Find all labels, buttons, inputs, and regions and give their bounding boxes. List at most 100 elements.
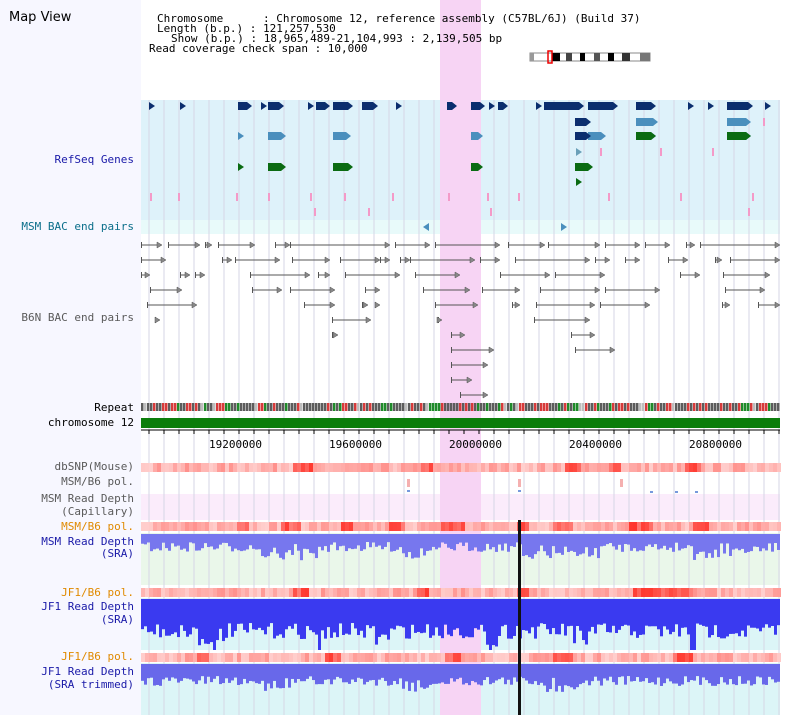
read-depth-bar [201, 534, 204, 549]
msm-read-depth-sra-label[interactable]: MSM Read Depth [41, 535, 134, 548]
refseq-genes-label[interactable]: RefSeq Genes [54, 153, 134, 166]
heat-cell [705, 588, 709, 597]
read-depth-bar [462, 664, 465, 685]
jf1-b6-pol-label-2[interactable]: JF1/B6 pol. [61, 650, 134, 663]
msm-b6-pol-label-1[interactable]: MSM/B6 pol. [61, 475, 134, 488]
bac-pair-arrow [249, 241, 256, 249]
refseq-gene [333, 102, 353, 110]
read-depth-bar [237, 534, 240, 551]
heat-cell [593, 522, 597, 531]
read-depth-bar [258, 599, 261, 628]
read-depth-bar [381, 534, 384, 550]
read-depth-bar [552, 664, 555, 678]
repeat-element [276, 403, 279, 411]
heat-cell [389, 653, 393, 662]
heat-cell [569, 522, 573, 531]
heat-cell [329, 588, 333, 597]
dbsnp-label[interactable]: dbSNP(Mouse) [54, 460, 134, 473]
repeat-element [651, 403, 654, 411]
read-depth-bar [360, 599, 363, 631]
heat-cell [665, 463, 669, 472]
read-depth-bar [153, 534, 156, 550]
heat-cell [581, 522, 585, 531]
heat-cell [425, 653, 429, 662]
repeat-label[interactable]: Repeat [94, 401, 134, 414]
read-depth-bar [771, 534, 774, 552]
msm-b6-pol-label-2[interactable]: MSM/B6 pol. [61, 520, 134, 533]
repeat-element [717, 403, 720, 411]
heat-cell [761, 522, 765, 531]
read-depth-bar [240, 664, 243, 685]
refseq-gene [333, 132, 351, 140]
read-depth-bar [261, 664, 264, 681]
read-depth-bar [294, 664, 297, 683]
read-depth-bar [768, 664, 771, 677]
heat-cell [549, 588, 553, 597]
bac-pair-end [515, 257, 516, 263]
heat-cell [493, 588, 497, 597]
heat-cell [489, 653, 493, 662]
read-depth-bar [369, 599, 372, 629]
heat-cell [681, 588, 685, 597]
repeat-element [597, 403, 600, 411]
jf1-read-depth-sra-label[interactable]: JF1 Read Depth [41, 600, 134, 613]
heat-cell [449, 522, 453, 531]
read-depth-bar [267, 664, 270, 684]
heat-cell [617, 588, 621, 597]
read-depth-bar [156, 599, 159, 625]
read-depth-bar [585, 664, 588, 681]
bac-pair-arrow [682, 256, 689, 264]
refseq-gene [636, 118, 658, 126]
repeat-element [390, 403, 393, 411]
heat-cell [613, 522, 617, 531]
heat-cell [385, 522, 389, 531]
read-depth-bar [378, 534, 381, 546]
read-depth-bar [264, 599, 267, 635]
heat-cell [205, 588, 209, 597]
jf1-b6-pol-label-1[interactable]: JF1/B6 pol. [61, 586, 134, 599]
repeat-element [696, 403, 699, 411]
b6n-bac-label[interactable]: B6N BAC end pairs [21, 311, 134, 324]
heat-cell [677, 653, 681, 662]
heat-cell [769, 522, 773, 531]
read-depth-bar [387, 534, 390, 543]
heat-cell [621, 653, 625, 662]
bac-pair-arrow [544, 271, 551, 279]
read-depth-bar [651, 534, 654, 547]
read-depth-bar [666, 599, 669, 630]
heat-cell [549, 463, 553, 472]
heat-cell [357, 653, 361, 662]
heat-cell [169, 463, 173, 472]
repeat-element [771, 403, 774, 411]
bac-pair-arrow [494, 256, 501, 264]
bac-pair-end [451, 347, 452, 353]
heat-cell [285, 588, 289, 597]
heat-cell [409, 588, 413, 597]
read-depth-bar [351, 599, 354, 624]
read-depth-bar [315, 664, 318, 685]
read-depth-bar [744, 664, 747, 684]
heat-cell [589, 522, 593, 531]
msm-bac-label[interactable]: MSM BAC end pairs [21, 220, 134, 233]
jf1-read-depth-trim-label[interactable]: JF1 Read Depth [41, 665, 134, 678]
read-depth-bar [603, 664, 606, 679]
msm-read-depth-cap-label[interactable]: MSM Read Depth [41, 492, 134, 505]
read-depth-bar [474, 534, 477, 548]
bac-pair-arrow [329, 301, 336, 309]
read-depth-bar [333, 534, 336, 543]
heat-cell [301, 588, 305, 597]
bac-pair-end [571, 332, 572, 338]
bac-pair-arrow [609, 346, 616, 354]
heat-cell [529, 522, 533, 531]
heat-cell [753, 522, 757, 531]
heat-cell [333, 463, 337, 472]
bac-pair-end [715, 257, 716, 263]
read-depth-bar [411, 534, 414, 559]
read-depth-bar [675, 534, 678, 543]
heat-cell [453, 588, 457, 597]
read-depth-bar [693, 534, 696, 560]
repeat-element [159, 403, 162, 411]
read-depth-bar [192, 534, 195, 544]
heat-cell [269, 463, 273, 472]
heat-cell [141, 463, 145, 472]
